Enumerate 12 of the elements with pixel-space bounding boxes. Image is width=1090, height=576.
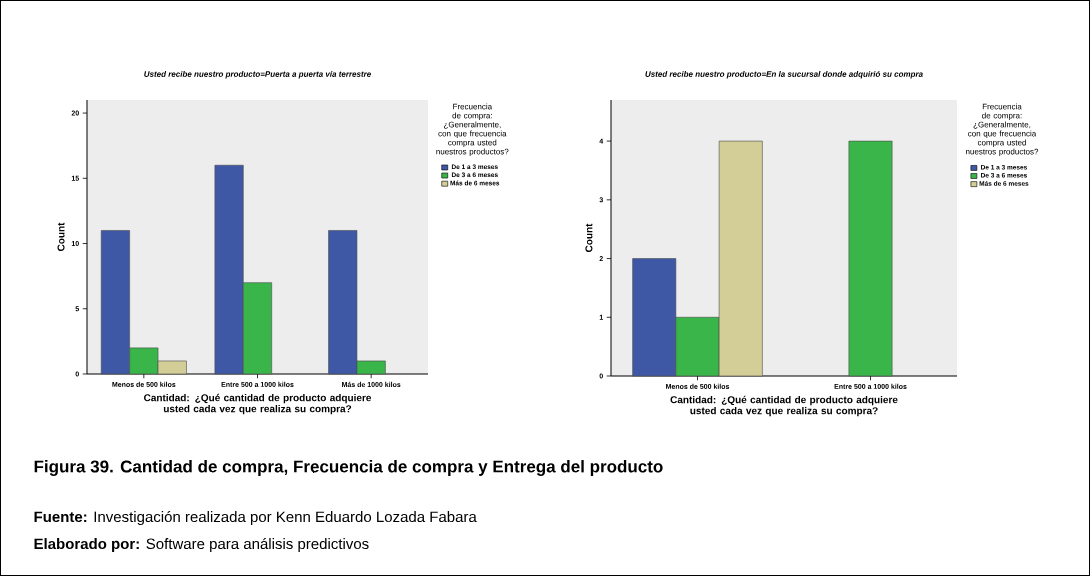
y-axis-title: Count (585, 223, 593, 253)
chart-title: Usted recibe nuestro producto=En la sucursal donde adquirió su compra (645, 70, 923, 79)
y-axis-title: Count (57, 222, 65, 252)
legend-title: Frecuencia de compra: ¿Generalmente, con que frecuencia compra usted nuestros productos? (966, 103, 1039, 156)
chart-title: Usted recibe nuestro producto=Puerta a puerta vía terrestre (144, 70, 371, 79)
text: Elaborado por: Software para análisis predictivos (34, 537, 369, 553)
legend-title: Frecuencia de compra: ¿Generalmente, con que frecuencia compra usted nuestros productos? (436, 103, 509, 156)
bar (848, 140, 893, 377)
x-axis-title: Cantidad: ¿Qué cantidad de producto adquiere usted cada vez que realiza su compra? (144, 393, 372, 415)
text: Fuente: Investigación realizada por Kenn Eduardo Lozada Fabara (34, 510, 477, 526)
text: Figura 39. Cantidad de compra, Frecuencia de compra y Entrega del producto (34, 460, 663, 476)
x-axis-title: Cantidad: ¿Qué cantidad de producto adquiere usted cada vez que realiza su compra? (670, 395, 898, 417)
